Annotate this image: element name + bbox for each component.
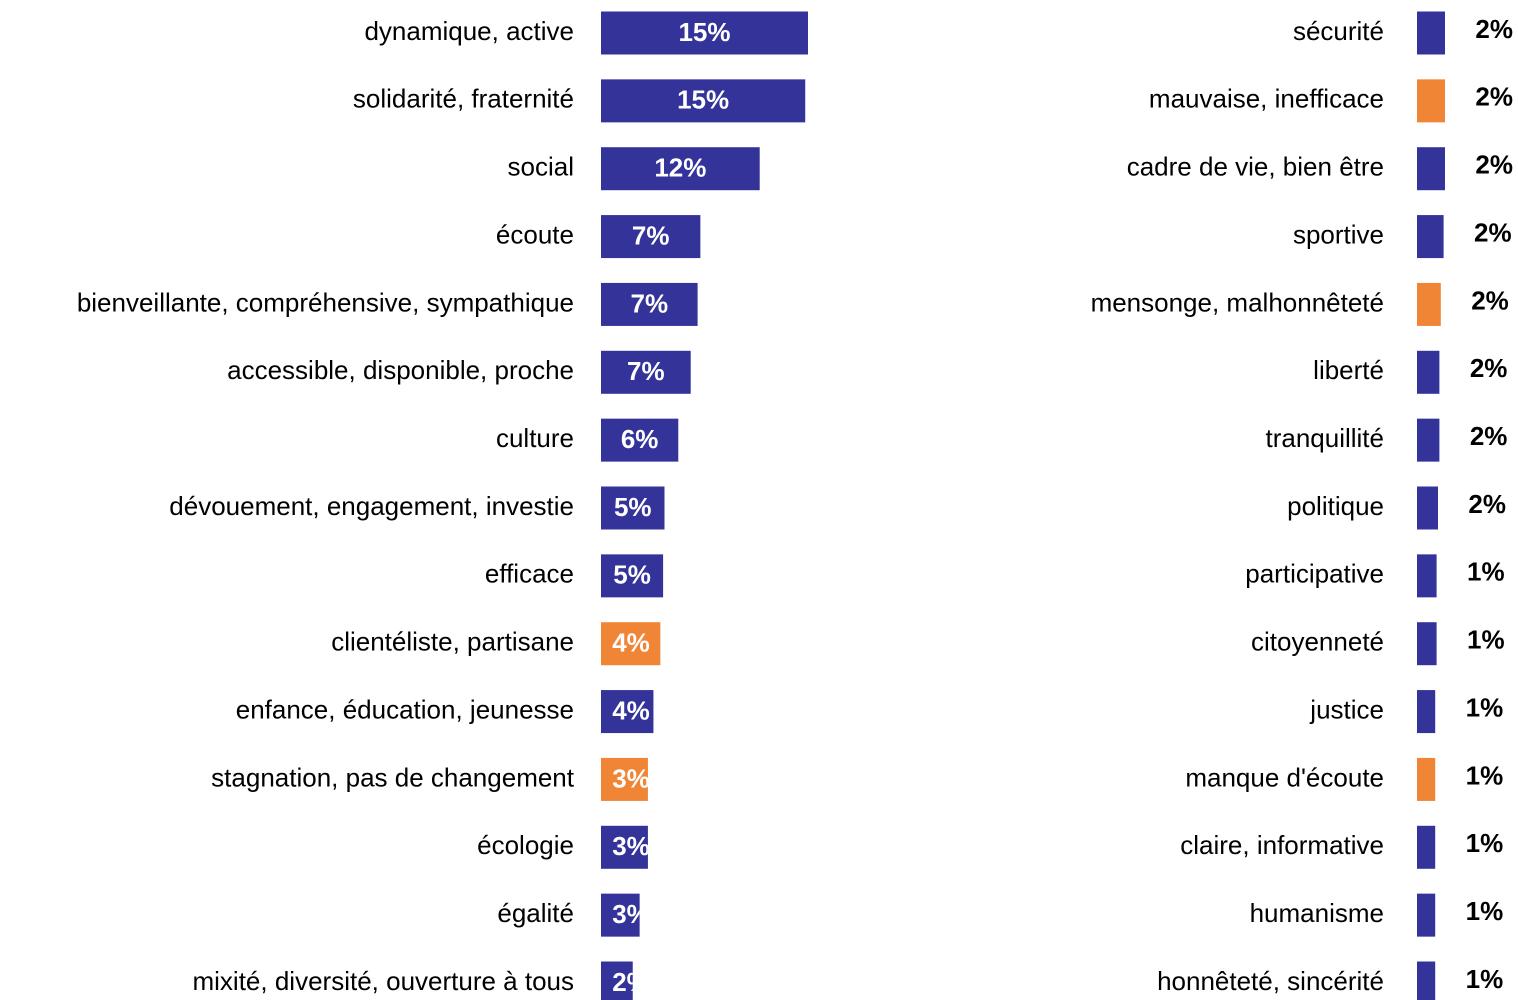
value-label: 7%	[631, 288, 669, 318]
value-label: 2%	[1468, 489, 1506, 519]
value-label: 4%	[612, 695, 650, 725]
bar	[1417, 79, 1445, 123]
category-label: honnêteté, sincérité	[1157, 966, 1384, 996]
bar	[1417, 893, 1436, 937]
value-label: 2%	[1475, 150, 1513, 180]
bar	[1417, 757, 1436, 801]
value-label: 2%	[1470, 421, 1508, 451]
value-label: 15%	[677, 85, 729, 115]
category-label: politique	[1287, 491, 1384, 521]
category-label: culture	[496, 423, 574, 453]
bar	[601, 554, 664, 598]
bar	[1417, 690, 1436, 734]
category-label: claire, informative	[1180, 830, 1384, 860]
bar	[601, 961, 633, 1000]
value-label: 1%	[1466, 692, 1504, 722]
value-label: 2%	[612, 967, 650, 997]
bar	[1417, 11, 1445, 55]
category-label: égalité	[497, 898, 574, 928]
value-label: 3%	[612, 763, 650, 793]
value-label: 1%	[1466, 964, 1504, 994]
value-label: 1%	[1467, 557, 1505, 587]
value-label: 5%	[614, 492, 652, 522]
category-label: mauvaise, inefficace	[1149, 84, 1384, 114]
bar	[1417, 961, 1436, 1000]
category-label: humanisme	[1250, 898, 1384, 928]
value-label: 1%	[1466, 760, 1504, 790]
category-label: stagnation, pas de changement	[211, 762, 575, 792]
category-label: enfance, éducation, jeunesse	[236, 694, 574, 724]
bar	[1417, 418, 1440, 462]
bar	[1417, 215, 1444, 259]
value-label: 1%	[1466, 828, 1504, 858]
category-label: tranquillité	[1265, 423, 1384, 453]
value-label: 12%	[654, 153, 706, 183]
category-label: bienveillante, compréhensive, sympathiqu…	[77, 287, 574, 317]
bar	[1417, 825, 1436, 869]
category-label: clientéliste, partisane	[331, 627, 574, 657]
category-label: mixité, diversité, ouverture à tous	[193, 966, 575, 996]
category-label: écologie	[477, 830, 574, 860]
category-label: efficace	[485, 559, 574, 589]
value-label: 2%	[1470, 353, 1508, 383]
category-label: écoute	[496, 219, 574, 249]
category-label: liberté	[1313, 355, 1384, 385]
value-label: 2%	[1474, 217, 1512, 247]
value-label: 6%	[621, 424, 659, 454]
category-label: sportive	[1293, 219, 1384, 249]
bar	[1417, 554, 1437, 598]
value-label: 2%	[1475, 14, 1513, 44]
category-label: cadre de vie, bien être	[1127, 152, 1384, 182]
category-label: social	[508, 152, 574, 182]
bar	[601, 215, 701, 259]
category-label: dynamique, active	[364, 16, 574, 46]
value-label: 15%	[678, 17, 730, 47]
value-label: 5%	[613, 560, 651, 590]
bar	[601, 418, 679, 462]
bar	[601, 893, 640, 937]
category-label: solidarité, fraternité	[353, 84, 574, 114]
category-label: justice	[1309, 694, 1384, 724]
bar	[601, 757, 648, 801]
category-label: citoyenneté	[1251, 627, 1384, 657]
category-label: manque d'écoute	[1185, 762, 1384, 792]
bar	[1417, 350, 1440, 394]
bar	[601, 350, 691, 394]
category-label: mensonge, malhonnêteté	[1091, 287, 1384, 317]
value-label: 7%	[627, 356, 665, 386]
bar	[601, 825, 648, 869]
category-label: participative	[1245, 559, 1384, 589]
value-label: 1%	[1466, 896, 1504, 926]
value-label: 1%	[1467, 625, 1505, 655]
category-label: dévouement, engagement, investie	[169, 491, 574, 521]
bar	[1417, 486, 1438, 530]
value-label: 4%	[612, 628, 650, 658]
category-label: accessible, disponible, proche	[227, 355, 574, 385]
value-label: 2%	[1475, 82, 1513, 112]
value-label: 3%	[612, 831, 650, 861]
bar	[601, 282, 698, 326]
bar	[1417, 147, 1445, 191]
value-label: 3%	[612, 899, 650, 929]
bar	[601, 11, 808, 55]
bar	[601, 147, 760, 191]
bar	[601, 622, 661, 666]
category-label: sécurité	[1293, 16, 1384, 46]
value-label: 2%	[1471, 285, 1509, 315]
bar	[601, 486, 665, 530]
bar	[601, 690, 654, 734]
bar	[601, 79, 806, 123]
bar	[1417, 282, 1441, 326]
value-label: 7%	[632, 220, 670, 250]
bar	[1417, 622, 1437, 666]
